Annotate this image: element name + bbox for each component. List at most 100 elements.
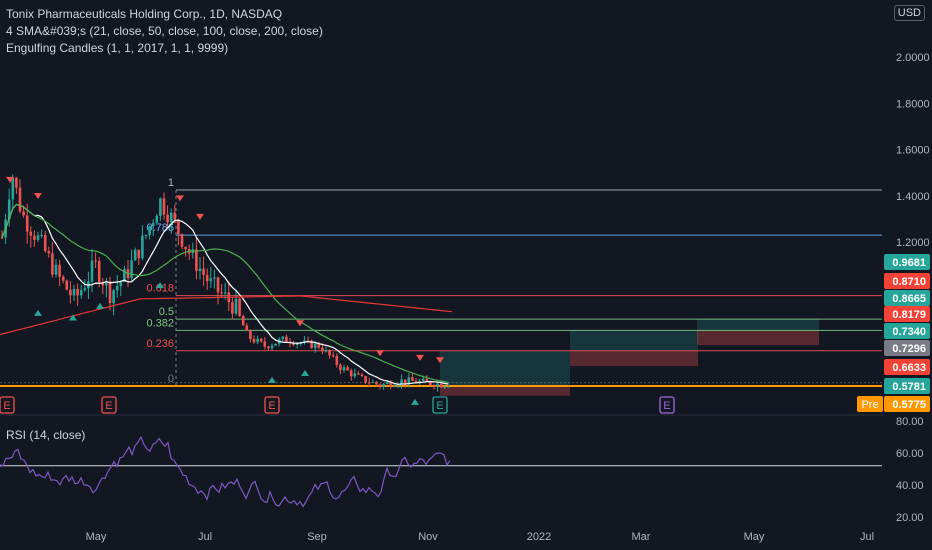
candle-body	[429, 381, 432, 386]
earnings-marker: E	[264, 396, 280, 414]
sma-200-line	[0, 295, 453, 336]
candle-body	[306, 340, 310, 342]
earnings-marker-label: E	[436, 400, 443, 412]
candle-body	[209, 278, 213, 282]
earnings-marker-label: E	[663, 400, 670, 412]
candle-body	[180, 234, 184, 247]
candle-body	[184, 246, 187, 250]
candle-body	[310, 340, 313, 349]
candle-body	[263, 341, 267, 347]
candle-body	[274, 343, 277, 346]
candle-body	[403, 379, 407, 384]
rsi-tick-label: 60.00	[896, 448, 924, 460]
sma-50-line	[1, 203, 449, 383]
price-tick-label: 1.6000	[896, 145, 930, 157]
fib-level-label: 0.5	[159, 306, 174, 318]
price-axis[interactable]: 2.0000 1.8000 1.6000 1.4000 1.2000	[896, 52, 930, 249]
candle-body	[137, 249, 141, 259]
candle-body	[360, 374, 364, 376]
fib-level-label: 1	[168, 177, 174, 189]
candle-body	[58, 264, 61, 277]
candle-body	[357, 373, 360, 375]
earnings-marker-box	[264, 396, 280, 414]
candle-body	[115, 286, 119, 291]
bearish-engulfing-marker	[376, 350, 384, 357]
price-tick-label: 1.4000	[896, 191, 930, 203]
candle-body	[396, 384, 400, 387]
candle-body	[339, 364, 342, 371]
price-tick-label: 2.0000	[896, 52, 930, 64]
long-position-profit	[570, 330, 698, 351]
earnings-marker-box	[659, 396, 675, 414]
candle-body	[94, 260, 97, 262]
candle-body	[108, 281, 112, 304]
price-tag	[884, 359, 930, 375]
candle-body	[231, 302, 234, 314]
sma-21-line	[1, 203, 449, 385]
candle-body	[220, 292, 223, 294]
candle-body	[43, 234, 47, 252]
candle-body	[324, 349, 328, 352]
candle-body	[292, 343, 295, 345]
candle-body	[79, 290, 83, 296]
candle-body	[90, 260, 94, 282]
currency-button[interactable]: USD	[893, 5, 925, 21]
candle-body	[447, 386, 450, 388]
candle-body	[54, 264, 58, 275]
bearish-engulfing-marker	[416, 354, 424, 361]
price-tag	[884, 290, 930, 306]
time-tick-label: May	[86, 531, 107, 543]
bullish-engulfing-marker	[301, 369, 309, 376]
rsi-indicator-label[interactable]: RSI (14, close)	[6, 428, 86, 442]
earnings-marker-box	[101, 396, 117, 414]
bullish-engulfing-marker	[34, 309, 42, 316]
candle-body	[400, 379, 403, 385]
candle-body	[328, 349, 331, 356]
candle-body	[349, 370, 353, 377]
candle-body	[65, 280, 69, 290]
rsi-axis[interactable]: 80.00 60.00 40.00 20.00	[896, 416, 924, 524]
price-tag-value: 0.5775	[892, 399, 926, 411]
candle-body	[285, 336, 288, 342]
candle-body	[76, 288, 79, 296]
sma-indicator-label[interactable]: 4 SMA&#039;s (21, close, 50, close, 100,…	[6, 24, 323, 38]
candle-body	[148, 226, 151, 236]
candle-body	[436, 383, 439, 388]
candle-body	[432, 385, 436, 388]
candle-body	[51, 253, 54, 275]
candle-body	[375, 381, 378, 385]
candle-body	[177, 219, 180, 235]
engulfing-indicator-label[interactable]: Engulfing Candles (1, 1, 2017, 1, 1, 999…	[6, 41, 229, 55]
symbol-title[interactable]: Tonix Pharmaceuticals Holding Corp., 1D,…	[6, 7, 283, 21]
time-axis[interactable]: May Jul Sep Nov 2022 Mar May Jul	[86, 531, 874, 543]
candle-body	[15, 177, 18, 188]
time-tick-label: 2022	[527, 531, 551, 543]
candle-body	[155, 215, 159, 223]
earnings-marker-label: E	[3, 400, 10, 412]
candle-body	[169, 212, 173, 223]
price-tag-value: 0.7296	[892, 343, 926, 355]
earnings-marker-label: E	[105, 400, 112, 412]
candle-body	[40, 234, 43, 236]
candle-body	[393, 386, 396, 388]
bullish-engulfing-marker	[156, 282, 164, 289]
pre-badge-label: Pre	[861, 399, 878, 411]
candle-body	[234, 298, 238, 314]
candle-body	[353, 373, 357, 377]
bearish-engulfing-marker	[296, 320, 304, 327]
earnings-marker: E	[432, 396, 448, 414]
candle-body	[11, 177, 15, 200]
candle-body	[144, 235, 148, 237]
candle-body	[0, 237, 4, 239]
candle-body	[342, 367, 346, 371]
candle-body	[83, 288, 87, 291]
earnings-marker-box	[0, 396, 15, 414]
candle-body	[317, 343, 321, 348]
price-tag-value: 0.6633	[892, 362, 926, 374]
time-tick-label: Jul	[198, 531, 212, 543]
rsi-tick-label: 20.00	[896, 512, 924, 524]
candle-body	[241, 315, 245, 326]
price-tag-value: 0.8179	[892, 309, 926, 321]
